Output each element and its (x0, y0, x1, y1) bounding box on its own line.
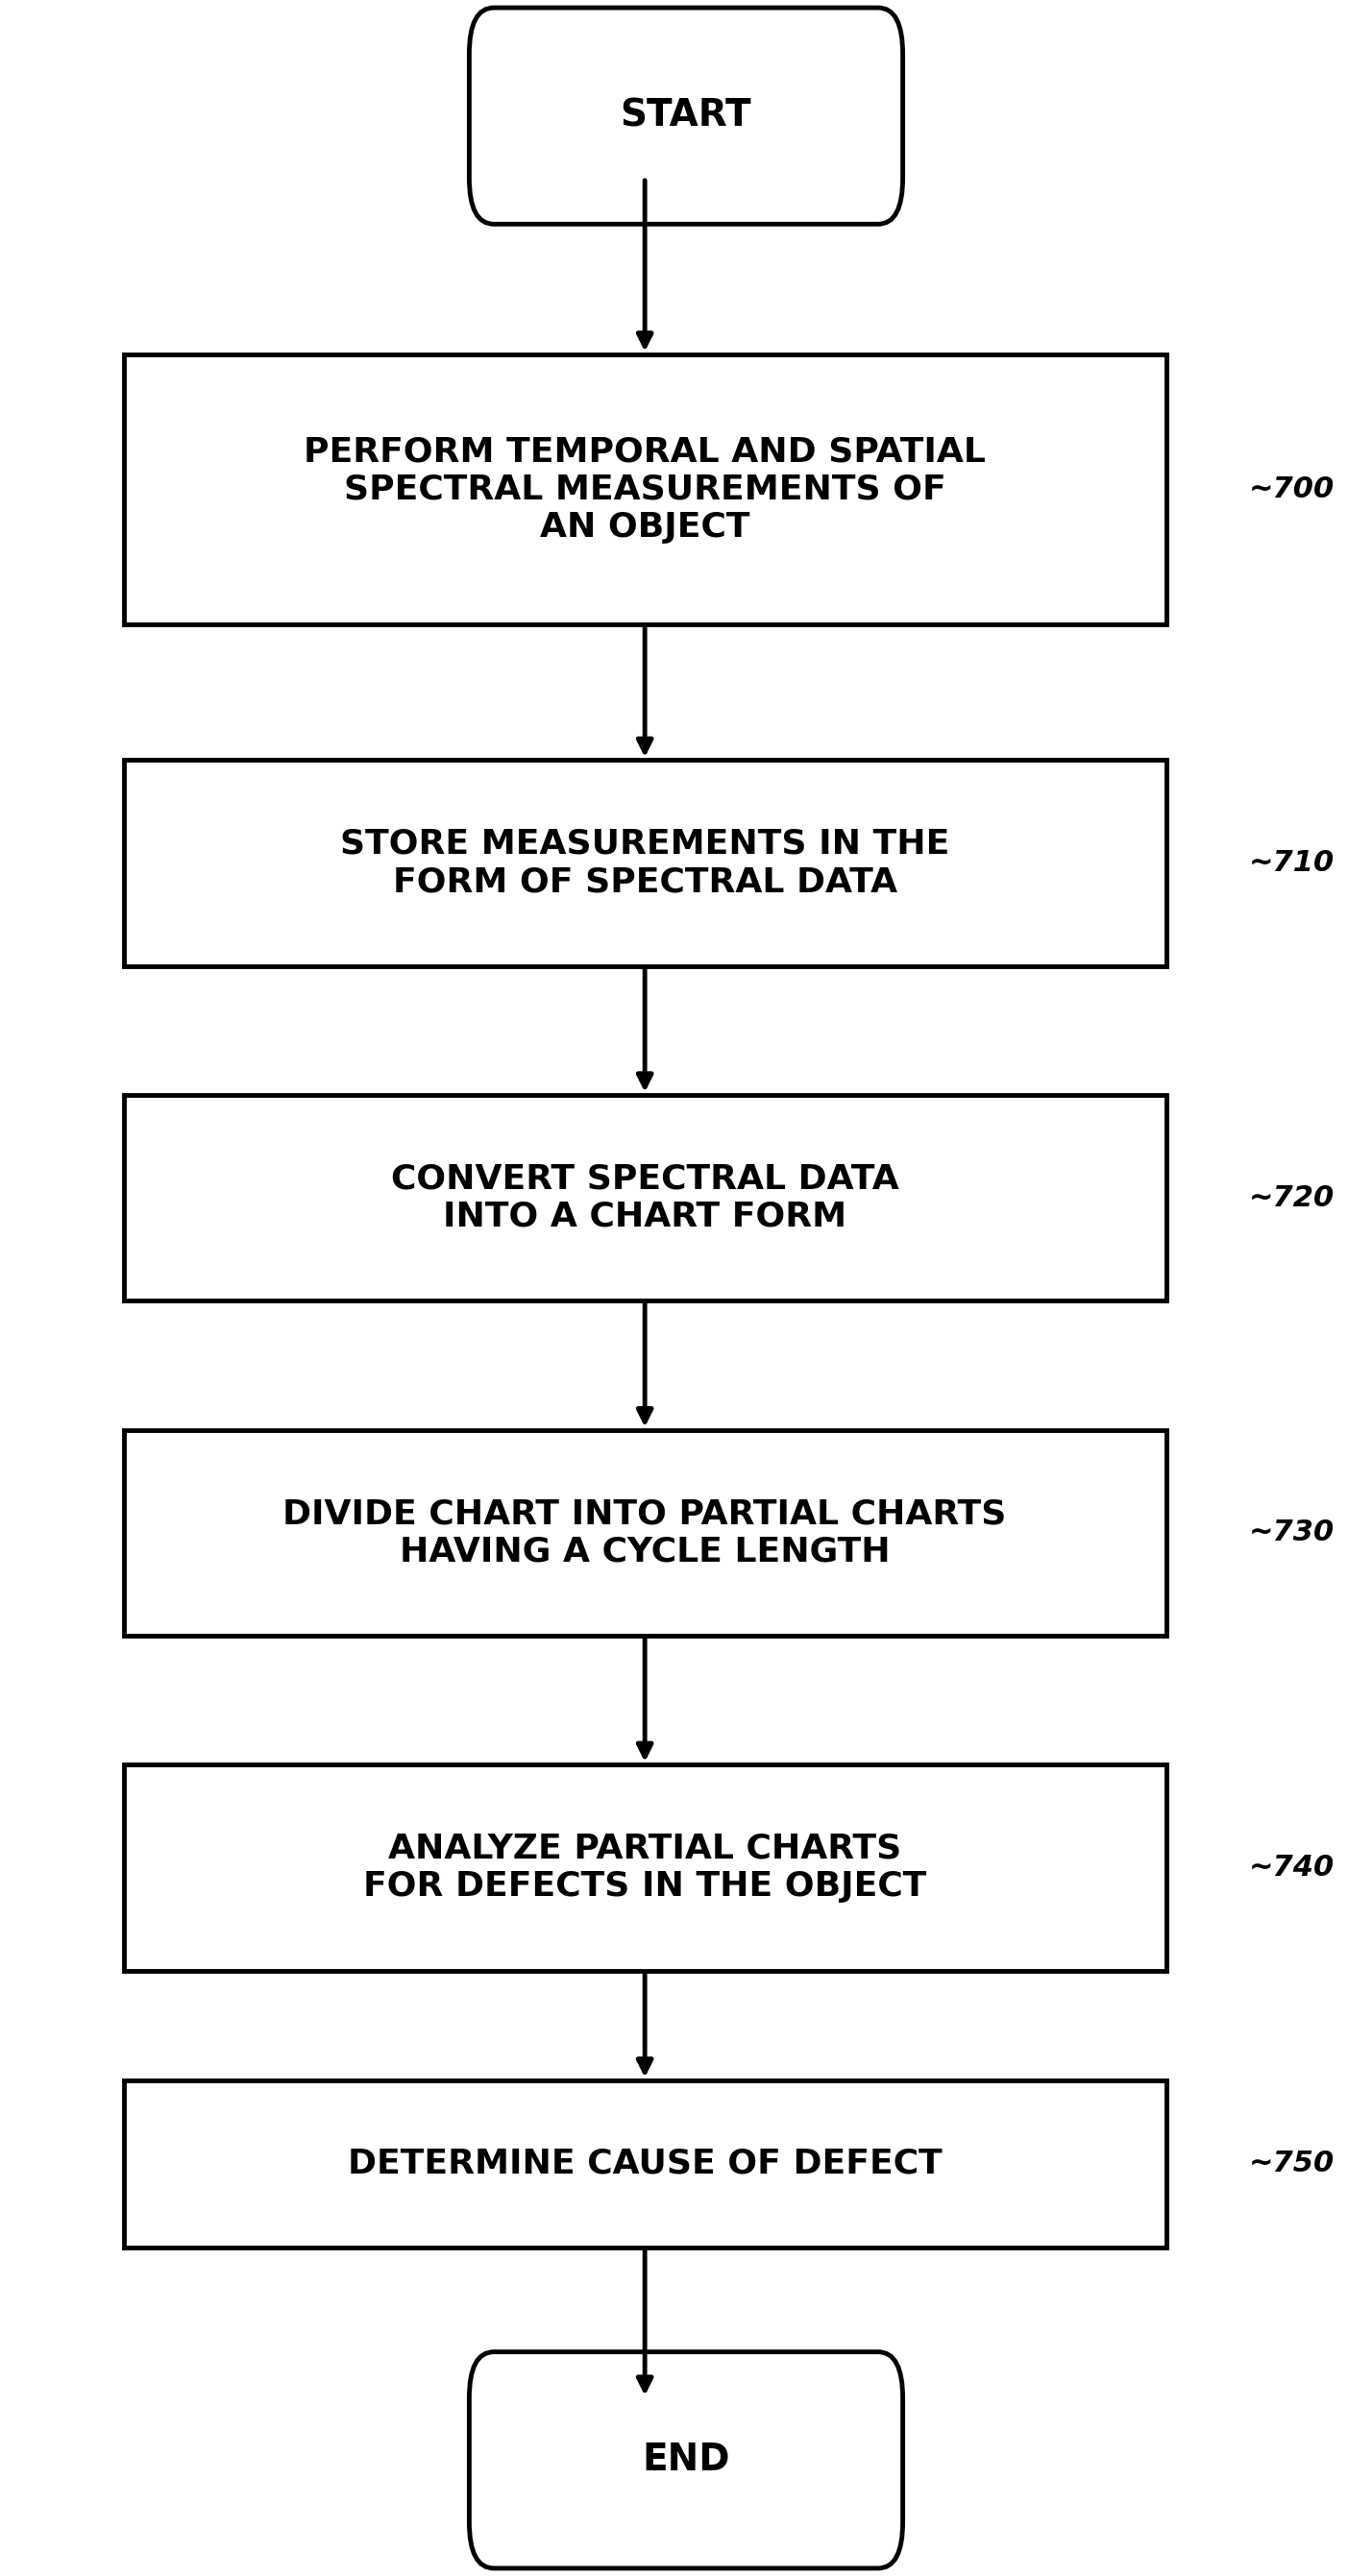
Bar (123, 1430, 1166, 1636)
Bar (123, 2081, 1166, 2246)
Text: DIVIDE CHART INTO PARTIAL CHARTS
HAVING A CYCLE LENGTH: DIVIDE CHART INTO PARTIAL CHARTS HAVING … (283, 1497, 1007, 1569)
Text: END: END (642, 2442, 730, 2478)
Text: ~740: ~740 (1249, 1855, 1334, 1880)
Text: ~720: ~720 (1249, 1185, 1334, 1211)
Text: ~700: ~700 (1249, 477, 1334, 502)
FancyBboxPatch shape (469, 2352, 903, 2568)
Text: CONVERT SPECTRAL DATA
INTO A CHART FORM: CONVERT SPECTRAL DATA INTO A CHART FORM (391, 1162, 899, 1234)
Text: ~750: ~750 (1249, 2151, 1334, 2177)
Text: START: START (620, 98, 752, 134)
Text: ~730: ~730 (1249, 1520, 1334, 1546)
Bar (123, 760, 1166, 966)
Bar (123, 1765, 1166, 1971)
Text: STORE MEASUREMENTS IN THE
FORM OF SPECTRAL DATA: STORE MEASUREMENTS IN THE FORM OF SPECTR… (340, 827, 949, 899)
Text: ~710: ~710 (1249, 850, 1334, 876)
Text: ANALYZE PARTIAL CHARTS
FOR DEFECTS IN THE OBJECT: ANALYZE PARTIAL CHARTS FOR DEFECTS IN TH… (364, 1832, 926, 1904)
Text: DETERMINE CAUSE OF DEFECT: DETERMINE CAUSE OF DEFECT (347, 2148, 943, 2179)
Bar (123, 353, 1166, 623)
Text: PERFORM TEMPORAL AND SPATIAL
SPECTRAL MEASUREMENTS OF
AN OBJECT: PERFORM TEMPORAL AND SPATIAL SPECTRAL ME… (303, 435, 986, 544)
FancyBboxPatch shape (469, 8, 903, 224)
Bar (123, 1095, 1166, 1301)
